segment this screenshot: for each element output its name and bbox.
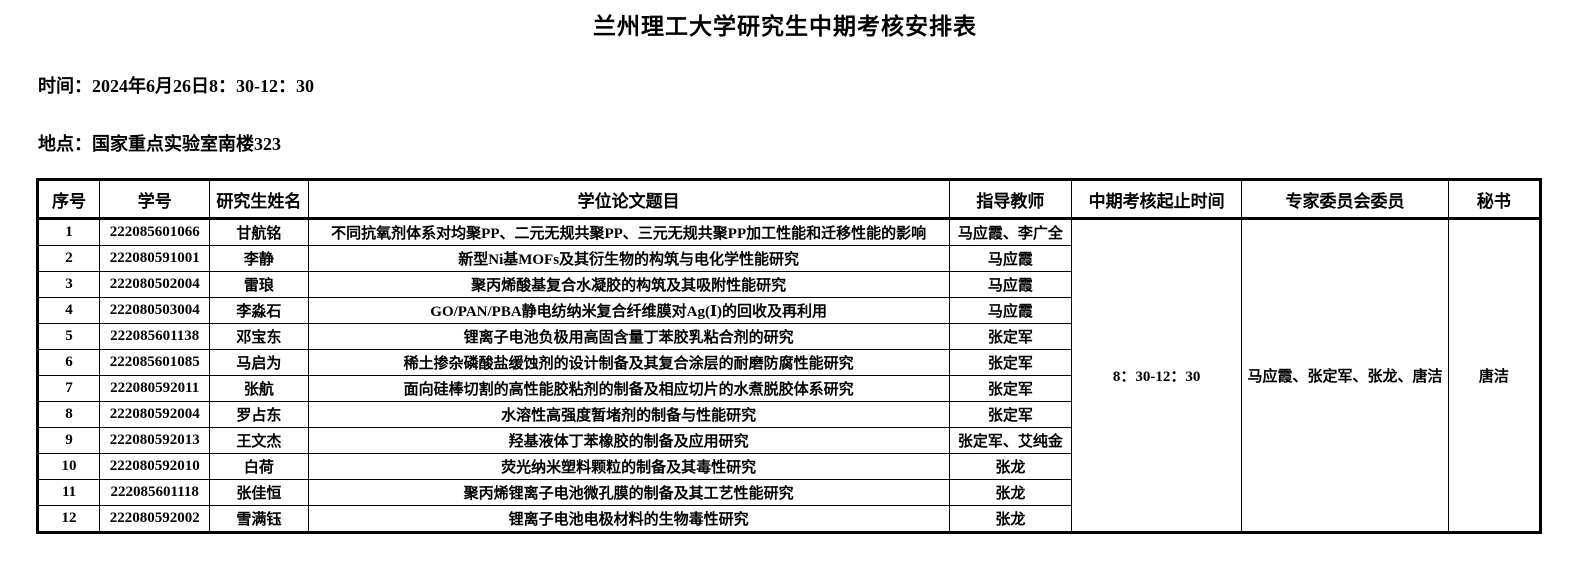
cell-committee: 马应霞、张定军、张龙、唐洁 <box>1241 218 1449 533</box>
cell-advisor: 张定军、艾纯金 <box>948 427 1073 454</box>
cell-student-id: 222080592004 <box>99 401 211 428</box>
cell-thesis: 荧光纳米塑料颗粒的制备及其毒性研究 <box>307 453 950 480</box>
cell-advisor: 张龙 <box>948 453 1073 480</box>
cell-no: 3 <box>36 271 101 298</box>
cell-student-id: 222085601066 <box>99 218 211 246</box>
cell-student-id: 222080503004 <box>99 297 211 324</box>
table-row: 6 222085601085 马启为 稀土掺杂磷酸盐缓蚀剂的设计制备及其复合涂层的耐磨… <box>36 349 1541 376</box>
cell-no: 11 <box>36 479 101 506</box>
cell-exam-time: 8：30-12：30 <box>1071 218 1243 533</box>
cell-advisor: 马应霞 <box>948 271 1073 298</box>
cell-no: 4 <box>36 297 101 324</box>
cell-name: 李淼石 <box>209 297 309 324</box>
cell-thesis: 不同抗氧剂体系对均聚PP、二元无规共聚PP、三元无规共聚PP加工性能和迁移性能的… <box>307 218 950 246</box>
cell-student-id: 222080591001 <box>99 245 211 272</box>
cell-name: 王文杰 <box>209 427 309 454</box>
cell-advisor: 马应霞 <box>948 245 1073 272</box>
table-body: 1 222085601066 甘航铭 不同抗氧剂体系对均聚PP、二元无规共聚PP、三元… <box>36 218 1542 533</box>
col-header-advisor: 指导教师 <box>948 179 1073 220</box>
cell-student-id: 222085601138 <box>99 323 211 350</box>
cell-name: 李静 <box>209 245 309 272</box>
cell-thesis: 聚丙烯锂离子电池微孔膜的制备及其工艺性能研究 <box>307 479 950 506</box>
cell-thesis: 面向硅棒切割的高性能胶粘剂的制备及相应切片的水煮脱胶体系研究 <box>307 375 950 402</box>
col-header-thesis: 学位论文题目 <box>307 179 950 220</box>
cell-thesis: 锂离子电池负极用高固含量丁苯胶乳粘合剂的研究 <box>307 323 950 350</box>
cell-secretary: 唐洁 <box>1447 218 1542 533</box>
cell-thesis: 新型Ni基MOFs及其衍生物的构筑与电化学性能研究 <box>307 245 950 272</box>
assessment-schedule-table: 序号 学号 研究生姓名 学位论文题目 指导教师 中期考核起止时间 专家委员会委员… <box>36 178 1542 534</box>
cell-advisor: 张定军 <box>948 375 1073 402</box>
table-row: 7 222080592011 张航 面向硅棒切割的高性能胶粘剂的制备及相应切片的水煮脱… <box>36 375 1541 402</box>
table-row: 11 222085601118 张佳恒 聚丙烯锂离子电池微孔膜的制备及其工艺性能研究张… <box>36 479 1541 506</box>
cell-thesis: 羟基液体丁苯橡胶的制备及应用研究 <box>307 427 950 454</box>
table-row: 5 222085601138 邓宝东 锂离子电池负极用高固含量丁苯胶乳粘合剂的研究 张定… <box>36 323 1541 350</box>
cell-thesis: 锂离子电池电极材料的生物毒性研究 <box>307 505 950 533</box>
cell-no: 12 <box>36 505 101 533</box>
col-header-student-id: 学号 <box>99 179 211 220</box>
cell-name: 白荷 <box>209 453 309 480</box>
col-header-committee: 专家委员会委员 <box>1241 179 1449 220</box>
cell-no: 8 <box>36 401 101 428</box>
cell-no: 1 <box>36 218 101 246</box>
table-row: 12 222080592002 雪满钰 锂离子电池电极材料的生物毒性研究 张龙 <box>36 505 1541 533</box>
cell-advisor: 张定军 <box>948 349 1073 376</box>
cell-name: 邓宝东 <box>209 323 309 350</box>
exam-location-label: 地点：国家重点实验室南楼323 <box>38 134 281 154</box>
cell-no: 5 <box>36 323 101 350</box>
cell-thesis: 水溶性高强度暂堵剂的制备与性能研究 <box>307 401 950 428</box>
table-row: 9 222080592013 王文杰 羟基液体丁苯橡胶的制备及应用研究 张定军、艾纯金 <box>36 427 1541 454</box>
cell-advisor: 张定军 <box>948 323 1073 350</box>
cell-student-id: 222080592011 <box>99 375 211 402</box>
table-row: 3 222080502004 雷琅 聚丙烯酸基复合水凝胶的构筑及其吸附性能研究 马应霞 <box>36 271 1541 298</box>
cell-no: 10 <box>36 453 101 480</box>
cell-advisor: 马应霞 <box>948 297 1073 324</box>
col-header-exam-time: 中期考核起止时间 <box>1071 179 1243 220</box>
cell-name: 罗占东 <box>209 401 309 428</box>
col-header-index: 序号 <box>36 179 101 220</box>
col-header-secretary: 秘书 <box>1447 179 1542 220</box>
table-header-row: 序号 学号 研究生姓名 学位论文题目 指导教师 中期考核起止时间 专家委员会委员… <box>36 179 1542 220</box>
cell-student-id: 222080502004 <box>99 271 211 298</box>
page-title: 兰州理工大学研究生中期考核安排表 <box>593 14 977 39</box>
cell-no: 7 <box>36 375 101 402</box>
cell-advisor: 张龙 <box>948 505 1073 533</box>
cell-student-id: 222085601118 <box>99 479 211 506</box>
cell-name: 张佳恒 <box>209 479 309 506</box>
cell-name: 雪满钰 <box>209 505 309 533</box>
table-row: 1 222085601066 甘航铭 不同抗氧剂体系对均聚PP、二元无规共聚PP、三元… <box>36 218 1542 533</box>
cell-name: 马启为 <box>209 349 309 376</box>
cell-advisor: 张定军 <box>948 401 1073 428</box>
cell-no: 9 <box>36 427 101 454</box>
cell-student-id: 222080592010 <box>99 453 211 480</box>
col-header-name: 研究生姓名 <box>209 179 309 220</box>
exam-date-time-label: 时间：2024年6月26日8：30-12：30 <box>38 76 314 96</box>
cell-advisor: 张龙 <box>948 479 1073 506</box>
cell-student-id: 222080592002 <box>99 505 211 533</box>
cell-thesis: 聚丙烯酸基复合水凝胶的构筑及其吸附性能研究 <box>307 271 950 298</box>
cell-student-id: 222085601085 <box>99 349 211 376</box>
cell-name: 张航 <box>209 375 309 402</box>
cell-thesis: GO/PAN/PBA静电纺纳米复合纤维膜对Ag(Ⅰ)的回收及再利用 <box>307 297 950 324</box>
table-row: 4 222080503004 李淼石 GO/PAN/PBA静电纺纳米复合纤维膜对Ag(… <box>36 297 1541 324</box>
cell-name: 雷琅 <box>209 271 309 298</box>
cell-student-id: 222080592013 <box>99 427 211 454</box>
cell-no: 6 <box>36 349 101 376</box>
table-row: 10 222080592010 白荷 荧光纳米塑料颗粒的制备及其毒性研究 张龙 <box>36 453 1541 480</box>
cell-name: 甘航铭 <box>209 218 309 246</box>
cell-advisor: 马应霞、李广全 <box>948 218 1073 246</box>
cell-no: 2 <box>36 245 101 272</box>
cell-thesis: 稀土掺杂磷酸盐缓蚀剂的设计制备及其复合涂层的耐磨防腐性能研究 <box>307 349 950 376</box>
